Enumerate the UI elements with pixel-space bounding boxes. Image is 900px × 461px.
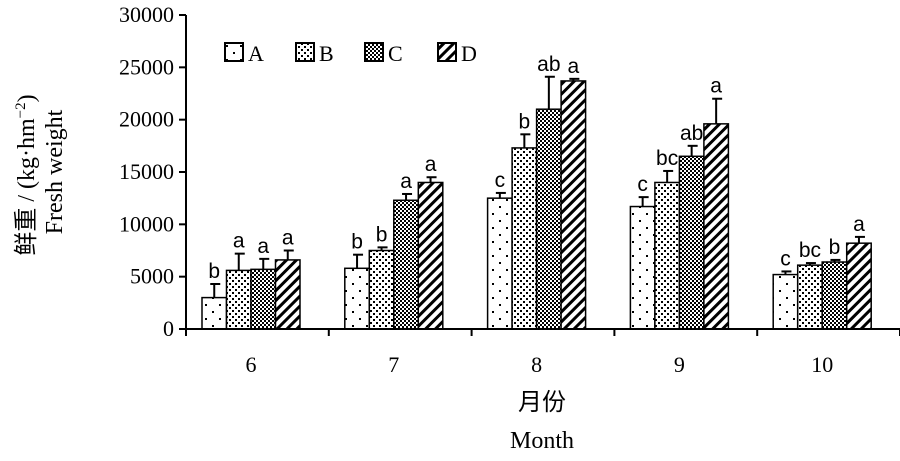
y-tick-label: 10000 bbox=[119, 211, 174, 236]
bar-C-9 bbox=[678, 155, 705, 330]
bar-A-6 bbox=[201, 296, 228, 330]
legend-swatch-B bbox=[295, 42, 315, 62]
legend-label-A: A bbox=[248, 41, 264, 66]
significance-label: a bbox=[568, 55, 580, 78]
legend-label-B: B bbox=[319, 41, 334, 66]
significance-label: bc bbox=[799, 239, 821, 262]
y-tick-label: 25000 bbox=[119, 54, 174, 79]
significance-label: b bbox=[208, 260, 220, 283]
y-axis-title-en: Fresh weight bbox=[42, 109, 68, 234]
bar-D-9 bbox=[703, 123, 730, 330]
x-axis-title-en: Month bbox=[510, 428, 574, 454]
significance-label: c bbox=[495, 169, 506, 192]
bar-B-8 bbox=[511, 147, 538, 330]
bar-A-10 bbox=[772, 273, 799, 330]
significance-label: b bbox=[519, 110, 531, 133]
bar-C-8 bbox=[535, 108, 562, 330]
significance-label: c bbox=[637, 173, 648, 196]
significance-label: a bbox=[710, 75, 722, 98]
y-axis-title-cn: 鲜重 / (kg·hm−2) bbox=[13, 94, 40, 255]
significance-label: ab bbox=[537, 53, 560, 76]
x-tick-label: 6 bbox=[246, 352, 257, 377]
significance-label: a bbox=[400, 170, 412, 193]
x-axis-title-cn: 月份 bbox=[518, 389, 566, 416]
y-tick-label: 15000 bbox=[119, 159, 174, 184]
legend-label-D: D bbox=[461, 41, 477, 66]
bar-A-8 bbox=[486, 197, 513, 330]
bar-B-7 bbox=[368, 249, 395, 330]
significance-label: a bbox=[282, 227, 294, 250]
legend-swatch-C bbox=[364, 42, 384, 62]
significance-label: a bbox=[233, 230, 245, 253]
y-tick-label: 0 bbox=[163, 316, 174, 341]
significance-label: b bbox=[376, 223, 388, 246]
significance-label: c bbox=[780, 247, 791, 270]
bar-D-8 bbox=[560, 80, 587, 330]
x-axis-ticks: 6 7 8 9 10 bbox=[185, 329, 900, 377]
bar-B-6 bbox=[225, 269, 252, 330]
bar-A-9 bbox=[629, 205, 656, 330]
legend-swatch-D bbox=[437, 42, 457, 62]
x-tick-label: 10 bbox=[811, 352, 833, 377]
bar-D-7 bbox=[417, 181, 444, 330]
bar-C-7 bbox=[393, 199, 420, 330]
significance-label: b bbox=[829, 236, 841, 259]
x-tick-label: 7 bbox=[388, 352, 399, 377]
bar-D-10 bbox=[845, 242, 872, 330]
legend-label-C: C bbox=[388, 41, 403, 66]
significance-label: ab bbox=[680, 122, 703, 145]
x-tick-label: 9 bbox=[674, 352, 685, 377]
y-tick-label: 5000 bbox=[130, 264, 174, 289]
significance-label: a bbox=[257, 235, 269, 258]
significance-label: bc bbox=[656, 147, 678, 170]
bar-C-6 bbox=[250, 268, 277, 330]
bar-D-6 bbox=[274, 259, 301, 330]
significance-label: b bbox=[351, 231, 363, 254]
significance-label: a bbox=[853, 213, 865, 236]
x-tick-label: 8 bbox=[531, 352, 542, 377]
bar-B-9 bbox=[654, 181, 681, 330]
legend: A B C D bbox=[224, 41, 477, 66]
bar-A-7 bbox=[344, 267, 371, 330]
bar-C-10 bbox=[821, 261, 848, 330]
y-tick-label: 30000 bbox=[119, 2, 174, 27]
y-tick-label: 20000 bbox=[119, 107, 174, 132]
legend-swatch-A bbox=[224, 42, 244, 62]
bar-B-10 bbox=[796, 264, 823, 330]
significance-label: a bbox=[425, 153, 437, 176]
y-axis-ticks: 0 5000 10000 15000 20000 25000 30000 bbox=[119, 2, 186, 341]
